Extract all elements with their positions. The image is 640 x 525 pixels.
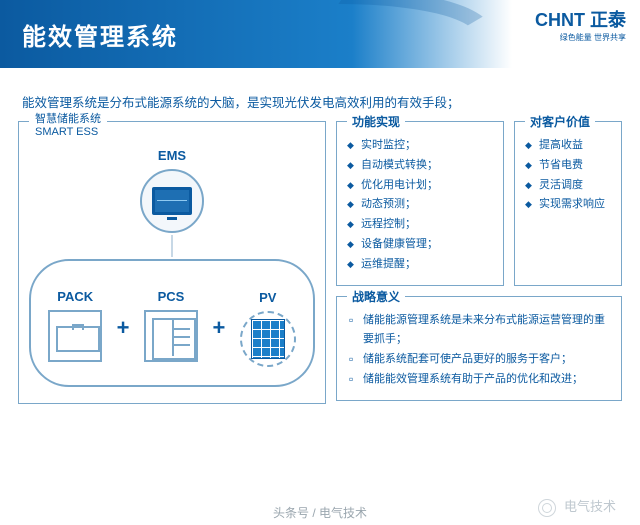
strategy-list: 储能能源管理系统是未来分布式能源运营管理的重要抓手； 储能系统配套可使产品更好的…	[347, 311, 611, 390]
source-text: 头条号 / 电气技术	[273, 506, 367, 520]
list-item: 实时监控；	[347, 136, 493, 156]
logo-text: CHNT 正泰	[535, 6, 626, 32]
functions-title: 功能实现	[347, 113, 405, 130]
pv-label: PV	[240, 290, 296, 305]
list-item: 储能能源管理系统是未来分布式能源运营管理的重要抓手；	[347, 311, 611, 351]
brand-logo: CHNT 正泰 绿色能量 世界共享	[535, 6, 626, 43]
watermark: 电气技术	[538, 496, 616, 517]
right-top-row: 功能实现 实时监控； 自动模式转换； 优化用电计划； 动态预测； 远程控制； 设…	[336, 121, 622, 286]
ems-icon	[140, 169, 204, 233]
list-item: 设备健康管理；	[347, 235, 493, 255]
battery-icon	[48, 310, 102, 362]
pv-node: PV	[240, 290, 296, 367]
smart-ess-title-en: SMART ESS	[35, 126, 98, 138]
strategy-title: 战略意义	[347, 288, 405, 305]
value-title: 对客户价值	[525, 113, 595, 130]
value-panel: 对客户价值 提高收益 节省电费 灵活调度 实现需求响应	[514, 121, 622, 286]
right-column: 功能实现 实时监控； 自动模式转换； 优化用电计划； 动态预测； 远程控制； 设…	[336, 121, 622, 404]
watermark-text: 电气技术	[564, 499, 616, 514]
ems-label: EMS	[29, 148, 315, 163]
ems-node: EMS	[29, 148, 315, 233]
monitor-icon	[152, 187, 192, 215]
list-item: 灵活调度	[525, 176, 611, 196]
list-item: 自动模式转换；	[347, 156, 493, 176]
solar-panel-icon	[240, 311, 296, 367]
functions-panel: 功能实现 实时监控； 自动模式转换； 优化用电计划； 动态预测； 远程控制； 设…	[336, 121, 504, 286]
list-item: 运维提醒；	[347, 255, 493, 275]
device-group: PACK + PCS + PV	[29, 259, 315, 387]
value-list: 提高收益 节省电费 灵活调度 实现需求响应	[525, 136, 611, 215]
list-item: 节省电费	[525, 156, 611, 176]
pack-node: PACK	[48, 289, 102, 367]
plus-icon: +	[212, 315, 225, 341]
smart-ess-title-zh: 智慧储能系统	[35, 113, 101, 125]
watermark-icon	[538, 499, 556, 517]
list-item: 提高收益	[525, 136, 611, 156]
logo-tagline: 绿色能量 世界共享	[535, 32, 626, 43]
list-item: 储能系统配套可使产品更好的服务于客户；	[347, 350, 611, 370]
list-item: 动态预测；	[347, 195, 493, 215]
list-item: 实现需求响应	[525, 195, 611, 215]
smart-ess-title: 智慧储能系统 SMART ESS	[29, 113, 107, 139]
cabinet-icon	[144, 310, 198, 362]
pack-label: PACK	[48, 289, 102, 304]
pcs-node: PCS	[144, 289, 198, 367]
pcs-label: PCS	[144, 289, 198, 304]
smart-ess-panel: 智慧储能系统 SMART ESS EMS PACK + PCS +	[18, 121, 326, 404]
list-item: 优化用电计划；	[347, 176, 493, 196]
header-bar: 能效管理系统 CHNT 正泰 绿色能量 世界共享	[0, 0, 640, 68]
list-item: 储能能效管理系统有助于产品的优化和改进；	[347, 370, 611, 390]
connector-line	[171, 235, 173, 257]
strategy-panel: 战略意义 储能能源管理系统是未来分布式能源运营管理的重要抓手； 储能系统配套可使…	[336, 296, 622, 401]
functions-list: 实时监控； 自动模式转换； 优化用电计划； 动态预测； 远程控制； 设备健康管理…	[347, 136, 493, 275]
header-swoosh	[292, 0, 528, 70]
plus-icon: +	[117, 315, 130, 341]
footer: 头条号 / 电气技术 电气技术	[0, 504, 640, 521]
page-title: 能效管理系统	[22, 17, 178, 52]
content-row: 智慧储能系统 SMART ESS EMS PACK + PCS +	[0, 121, 640, 404]
list-item: 远程控制；	[347, 215, 493, 235]
